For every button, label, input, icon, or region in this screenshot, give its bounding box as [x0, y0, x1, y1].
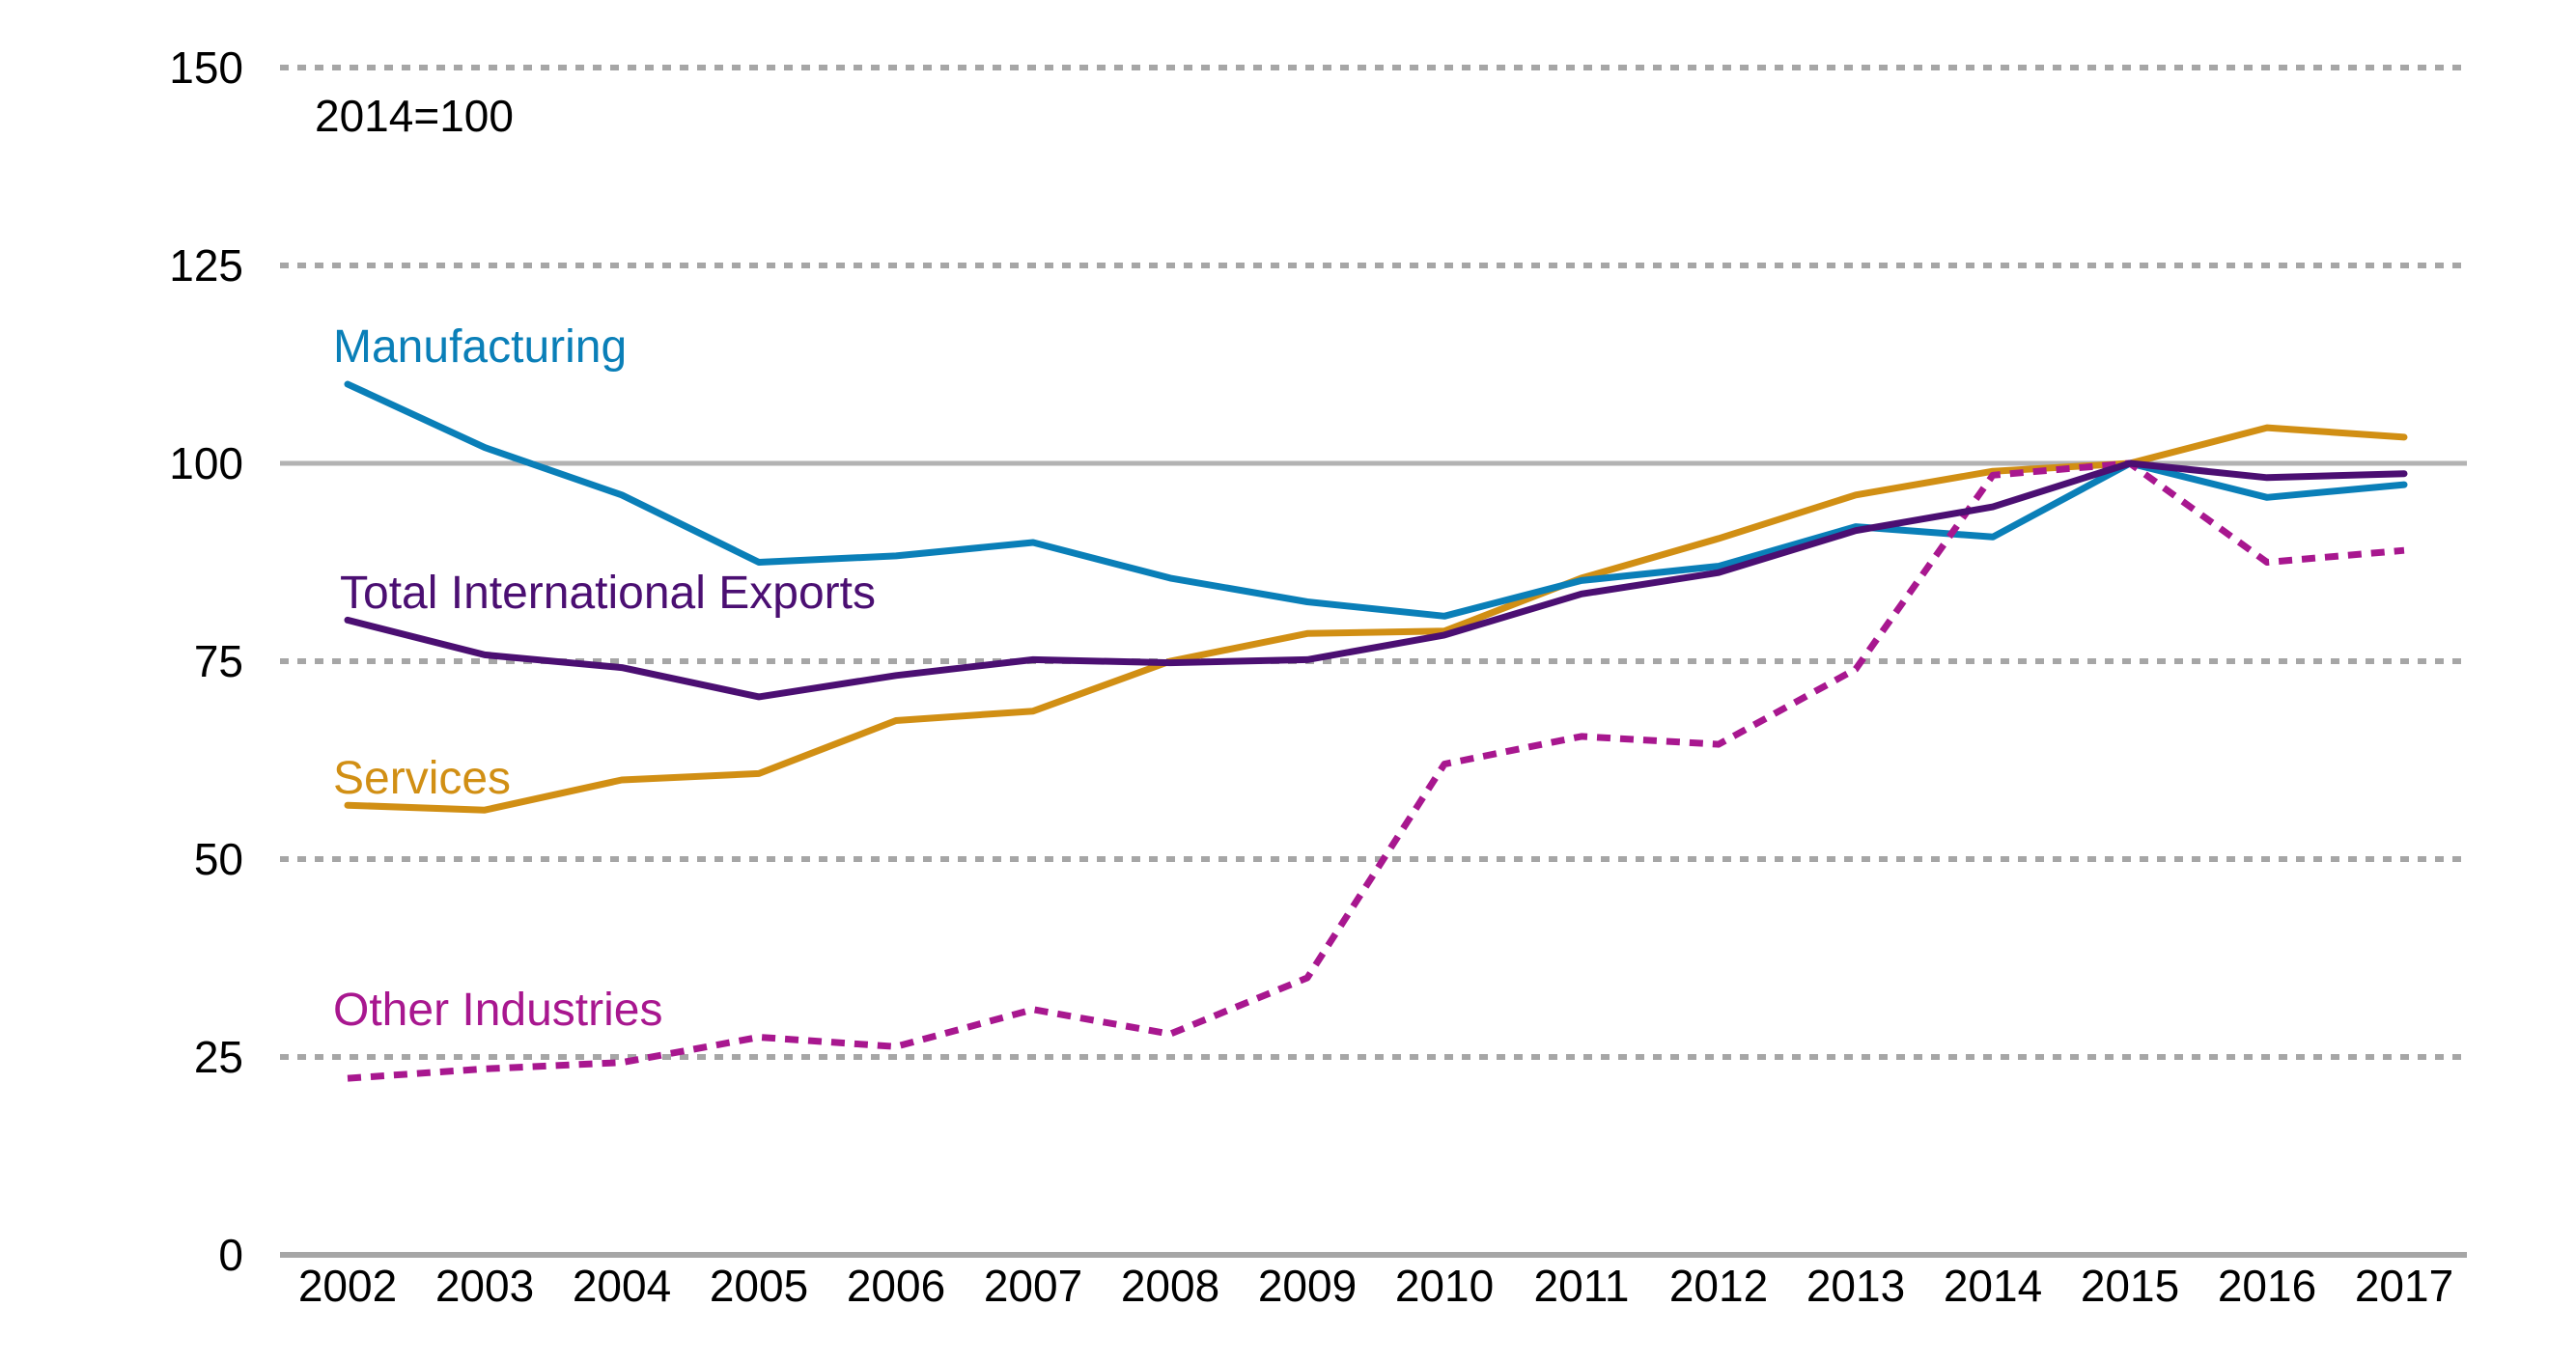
series-line-manufacturing — [344, 380, 2408, 620]
x-tick-label: 2016 — [2218, 1261, 2316, 1311]
series-line-total-international-exports — [344, 459, 2408, 701]
x-tick-label: 2006 — [847, 1261, 945, 1311]
x-tick-label: 2002 — [298, 1261, 397, 1311]
x-tick-label: 2005 — [710, 1261, 808, 1311]
y-tick-label: 125 — [169, 240, 243, 291]
x-tick-label: 2012 — [1669, 1261, 1768, 1311]
x-tick-label: 2017 — [2355, 1261, 2453, 1311]
base-year-note: 2014=100 — [315, 91, 514, 141]
x-tick-label: 2015 — [2081, 1261, 2179, 1311]
x-tick-label: 2007 — [984, 1261, 1082, 1311]
x-tick-label: 2009 — [1258, 1261, 1357, 1311]
x-axis-ticks: 2002 2003 2004 2005 2006 2007 2008 2009 2010 2011… — [298, 1261, 2453, 1311]
x-tick-label: 2010 — [1395, 1261, 1494, 1311]
y-tick-label: 150 — [169, 42, 243, 93]
y-tick-label: 25 — [194, 1032, 243, 1082]
series-line-other-industries — [347, 459, 2405, 1082]
y-tick-label: 100 — [169, 438, 243, 488]
y-tick-label: 50 — [194, 834, 243, 884]
y-axis-ticks: 0 25 50 75 100 125 150 — [169, 42, 243, 1280]
series-label-total-international-exports: Total International Exports — [340, 568, 876, 619]
x-tick-label: 2013 — [1806, 1261, 1905, 1311]
y-tick-label: 75 — [194, 636, 243, 686]
series-labels: Manufacturing Total International Exports… — [333, 321, 876, 1036]
x-tick-label: 2004 — [573, 1261, 671, 1311]
x-tick-label: 2003 — [435, 1261, 534, 1311]
x-tick-label: 2008 — [1121, 1261, 1219, 1311]
series-label-services: Services — [333, 753, 511, 804]
gridlines — [280, 65, 2467, 1258]
series-label-other-industries: Other Industries — [333, 985, 662, 1036]
y-tick-label: 0 — [218, 1230, 243, 1280]
x-tick-label: 2011 — [1534, 1261, 1630, 1311]
series-lines — [344, 380, 2408, 1082]
x-tick-label: 2014 — [1944, 1261, 2042, 1311]
series-label-manufacturing: Manufacturing — [333, 321, 627, 373]
